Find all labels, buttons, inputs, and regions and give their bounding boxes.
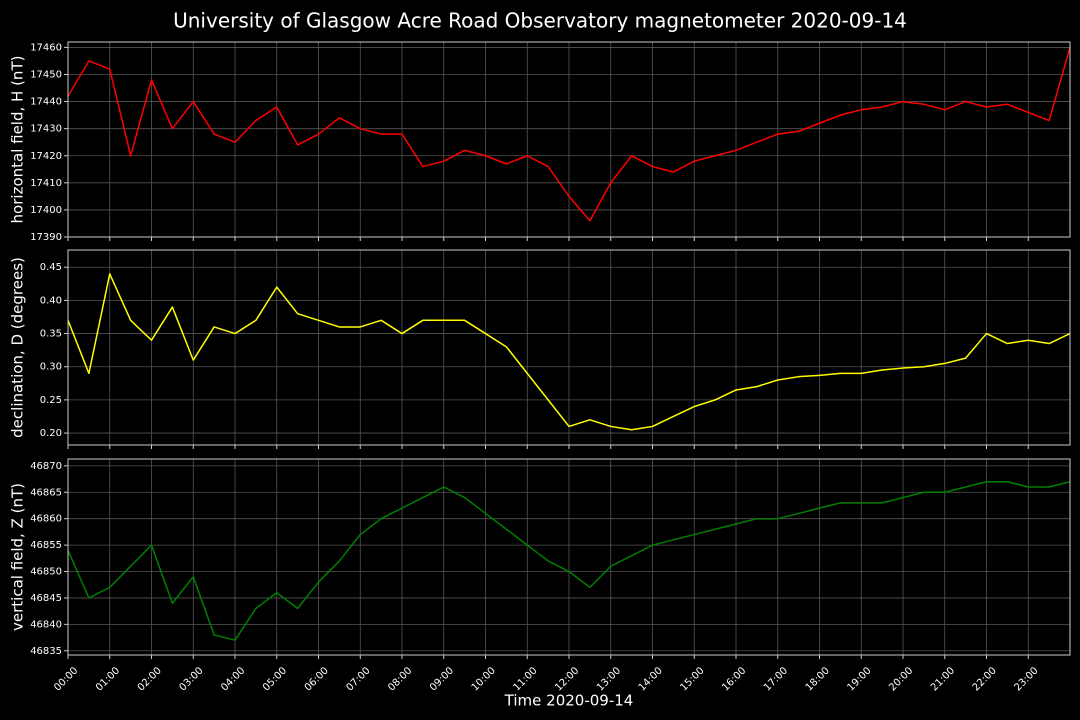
x-tick-label: 16:00	[720, 665, 748, 693]
x-tick-label: 22:00	[971, 665, 999, 693]
x-tick-label: 18:00	[804, 665, 832, 693]
x-tick-label: 23:00	[1013, 665, 1041, 693]
x-tick-label: 13:00	[595, 665, 623, 693]
x-axis-label: Time 2020-09-14	[504, 692, 634, 710]
x-tick-label: 15:00	[679, 665, 707, 693]
x-tick-label: 19:00	[846, 665, 874, 693]
figure-title: University of Glasgow Acre Road Observat…	[173, 9, 907, 33]
y-tick-label: 46860	[30, 514, 62, 525]
y-tick-label: 17390	[30, 232, 62, 243]
x-tick-label: 05:00	[261, 665, 289, 693]
y-tick-label: 0.45	[40, 262, 62, 273]
y-axis-label: vertical field, Z (nT)	[9, 483, 27, 631]
y-tick-label: 46835	[30, 646, 62, 657]
y-tick-label: 17420	[30, 151, 62, 162]
y-tick-label: 0.25	[40, 395, 62, 406]
plot-frame	[67, 458, 1071, 656]
plot-frame	[67, 249, 1071, 446]
y-tick-label: 46845	[30, 593, 62, 604]
x-tick-label: 07:00	[345, 665, 373, 693]
y-tick-label: 46850	[30, 567, 62, 578]
x-tick-label: 17:00	[762, 665, 790, 693]
y-tick-label: 17450	[30, 70, 62, 81]
x-tick-label: 21:00	[929, 665, 957, 693]
x-tick-label: 03:00	[178, 665, 206, 693]
y-tick-label: 0.40	[40, 295, 62, 306]
x-tick-label: 01:00	[94, 665, 122, 693]
y-tick-label: 17440	[30, 97, 62, 108]
x-tick-label: 08:00	[386, 665, 414, 693]
y-tick-label: 17410	[30, 178, 62, 189]
y-tick-label: 17430	[30, 124, 62, 135]
x-tick-label: 11:00	[512, 665, 540, 693]
y-tick-label: 0.30	[40, 362, 62, 373]
y-tick-label: 46870	[30, 461, 62, 472]
x-tick-label: 00:00	[52, 665, 80, 693]
x-tick-label: 06:00	[303, 665, 331, 693]
y-tick-label: 46865	[30, 487, 62, 498]
x-tick-label: 09:00	[428, 665, 456, 693]
y-tick-label: 46840	[30, 619, 62, 630]
x-tick-label: 04:00	[219, 665, 247, 693]
y-tick-label: 17460	[30, 42, 62, 53]
y-tick-label: 46855	[30, 540, 62, 551]
y-tick-label: 0.20	[40, 428, 62, 439]
data-line	[68, 480, 1070, 641]
data-line	[68, 47, 1070, 222]
x-tick-label: 12:00	[553, 665, 581, 693]
y-tick-label: 0.35	[40, 329, 62, 340]
data-line	[68, 273, 1070, 431]
y-tick-label: 17400	[30, 205, 62, 216]
x-tick-label: 14:00	[637, 665, 665, 693]
x-tick-label: 10:00	[470, 665, 498, 693]
plot-frame	[67, 41, 1071, 238]
y-axis-label: horizontal field, H (nT)	[9, 56, 27, 224]
x-tick-label: 20:00	[887, 665, 915, 693]
x-tick-label: 02:00	[136, 665, 164, 693]
y-axis-label: declination, D (degrees)	[9, 257, 27, 438]
